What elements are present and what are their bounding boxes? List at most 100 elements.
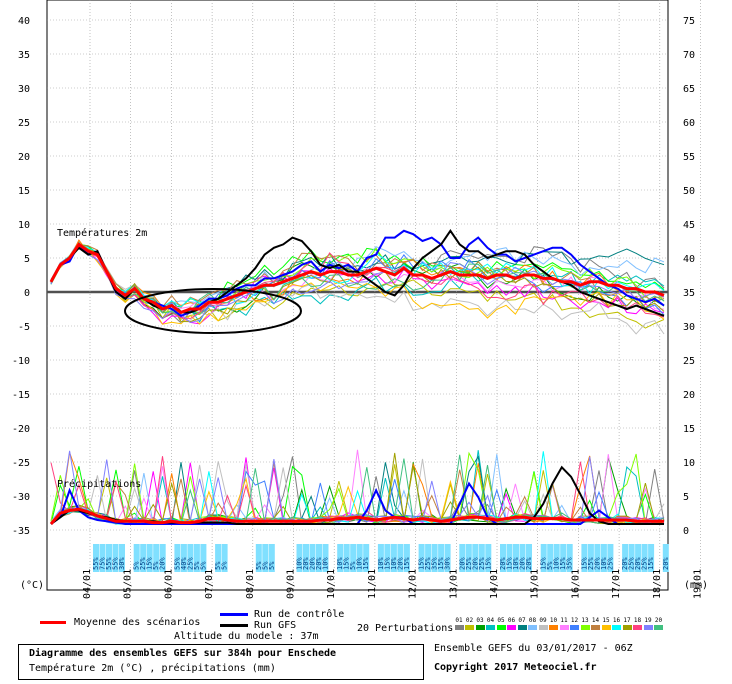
probability-box bbox=[255, 544, 262, 572]
perturbation-swatch: 12 bbox=[570, 617, 580, 630]
probability-label: 5% bbox=[261, 561, 269, 570]
probability-box bbox=[635, 544, 642, 572]
probability-label: 15% bbox=[362, 557, 370, 570]
probability-strips: 55%75%55%55%30% 5%25%15%5%20% 55%40%25%5%5… bbox=[92, 544, 670, 572]
perturbation-swatch: 19 bbox=[643, 617, 653, 630]
y2-tick-label: 35 bbox=[683, 288, 695, 299]
probability-label: 20% bbox=[159, 557, 167, 570]
perturbation-swatch-label: 02 bbox=[465, 617, 474, 624]
y-tick-label: 5 bbox=[24, 254, 30, 265]
probability-label: 20% bbox=[396, 557, 404, 570]
perturbation-swatch-color bbox=[643, 625, 653, 630]
perturbation-swatch: 17 bbox=[622, 617, 632, 630]
probability-label: 10% bbox=[322, 557, 330, 570]
perturbation-swatch-color bbox=[465, 625, 474, 630]
perturbation-swatch-label: 16 bbox=[612, 617, 621, 624]
probability-box bbox=[547, 544, 554, 572]
perturbation-swatch-color bbox=[559, 625, 569, 630]
probability-label: 5% bbox=[133, 561, 141, 570]
perturbation-swatch-color bbox=[633, 625, 642, 630]
probability-label: 5% bbox=[255, 561, 263, 570]
probability-box bbox=[112, 544, 119, 572]
probability-box bbox=[174, 544, 181, 572]
probability-box bbox=[193, 544, 200, 572]
y2-tick-label: 25 bbox=[683, 356, 695, 367]
x-tick-label: 18/01 bbox=[652, 569, 663, 599]
y-tick-label: -15 bbox=[12, 390, 30, 401]
perturbation-swatch-label: 13 bbox=[581, 617, 589, 624]
y-tick-label: -30 bbox=[12, 492, 30, 503]
probability-label: 15% bbox=[383, 557, 391, 570]
y2-tick-label: 40 bbox=[683, 254, 695, 265]
perturbation-swatch-label: 19 bbox=[644, 617, 652, 624]
perturbation-swatch: 10 bbox=[549, 617, 559, 630]
probability-label: 25% bbox=[641, 557, 649, 570]
probability-label: 20% bbox=[471, 557, 479, 570]
probability-label: 55% bbox=[105, 557, 113, 570]
x-tick-label: 14/01 bbox=[489, 569, 500, 599]
probability-box bbox=[418, 544, 425, 572]
y-tick-label: -10 bbox=[12, 356, 30, 367]
legend-gfs: Run GFS bbox=[220, 620, 296, 631]
x-tick-label: 13/01 bbox=[448, 569, 459, 599]
perturbation-swatch: 02 bbox=[465, 617, 475, 630]
y2-tick-label: 75 bbox=[683, 16, 695, 27]
y2-tick-label: 15 bbox=[683, 424, 695, 435]
precipitation-label: Précipitations bbox=[57, 478, 141, 490]
perturbation-swatch-color bbox=[570, 625, 579, 630]
probability-box bbox=[221, 544, 228, 572]
probability-label: 5% bbox=[221, 561, 229, 570]
perturbation-temperature-line bbox=[50, 240, 665, 308]
y-tick-label: 15 bbox=[18, 186, 30, 197]
perturbation-swatch: 03 bbox=[475, 617, 485, 630]
perturbation-swatch-label: 08 bbox=[528, 617, 537, 624]
legend-mean: Moyenne des scénarios bbox=[40, 617, 200, 628]
probability-box bbox=[146, 544, 153, 572]
y2-tick-label: 70 bbox=[683, 50, 695, 61]
probability-label: 20% bbox=[519, 557, 527, 570]
x-tick-label: 07/01 bbox=[204, 569, 215, 599]
perturbation-swatch-color bbox=[486, 625, 495, 630]
probability-label: 30% bbox=[118, 557, 126, 570]
probability-label: 55% bbox=[92, 557, 100, 570]
probability-label: 10% bbox=[512, 557, 520, 570]
y-tick-label: 10 bbox=[18, 220, 30, 231]
probability-label: 10% bbox=[553, 557, 561, 570]
probability-box bbox=[444, 544, 451, 572]
probability-label: 15% bbox=[343, 557, 351, 570]
probability-label: 10% bbox=[336, 557, 344, 570]
y2-tick-label: 30 bbox=[683, 322, 695, 333]
x-tick-label: 15/01 bbox=[530, 569, 541, 599]
copyright: Copyright 2017 Meteociel.fr bbox=[434, 662, 597, 673]
perturbation-swatch-label: 17 bbox=[623, 617, 631, 624]
y2-tick-label: 10 bbox=[683, 458, 695, 469]
perturbation-swatch: 05 bbox=[496, 617, 506, 630]
probability-box bbox=[648, 544, 655, 572]
legend-control: Run de contrôle bbox=[220, 609, 344, 620]
probability-label: 15% bbox=[540, 557, 548, 570]
probability-box bbox=[215, 544, 222, 572]
probability-box bbox=[200, 544, 207, 572]
probability-label: 20% bbox=[662, 557, 670, 570]
probability-box bbox=[472, 544, 479, 572]
probability-box bbox=[99, 544, 106, 572]
probability-label: 25% bbox=[186, 557, 194, 570]
perturbation-swatch: 04 bbox=[486, 617, 496, 630]
x-tick-label: 12/01 bbox=[408, 569, 419, 599]
y2-tick-label: 50 bbox=[683, 186, 695, 197]
perturbation-swatch-color bbox=[475, 625, 485, 630]
x-tick-label: 06/01 bbox=[163, 569, 174, 599]
probability-label: 5% bbox=[214, 561, 222, 570]
x-tick-label: 11/01 bbox=[367, 569, 378, 599]
probability-label: 10% bbox=[296, 557, 304, 570]
perturbation-swatch-label: 14 bbox=[591, 617, 600, 624]
altitude-label: Altitude du modele : 37m bbox=[174, 631, 319, 642]
probability-box bbox=[425, 544, 432, 572]
annotation-ellipse bbox=[124, 288, 302, 334]
perturbation-swatch-label: 06 bbox=[507, 617, 516, 624]
x-tick-label: 16/01 bbox=[570, 569, 581, 599]
perturbation-swatch-color bbox=[538, 625, 548, 630]
y-tick-label: 30 bbox=[18, 84, 30, 95]
perturbation-swatch: 14 bbox=[591, 617, 601, 630]
y2-tick-label: 65 bbox=[683, 84, 695, 95]
